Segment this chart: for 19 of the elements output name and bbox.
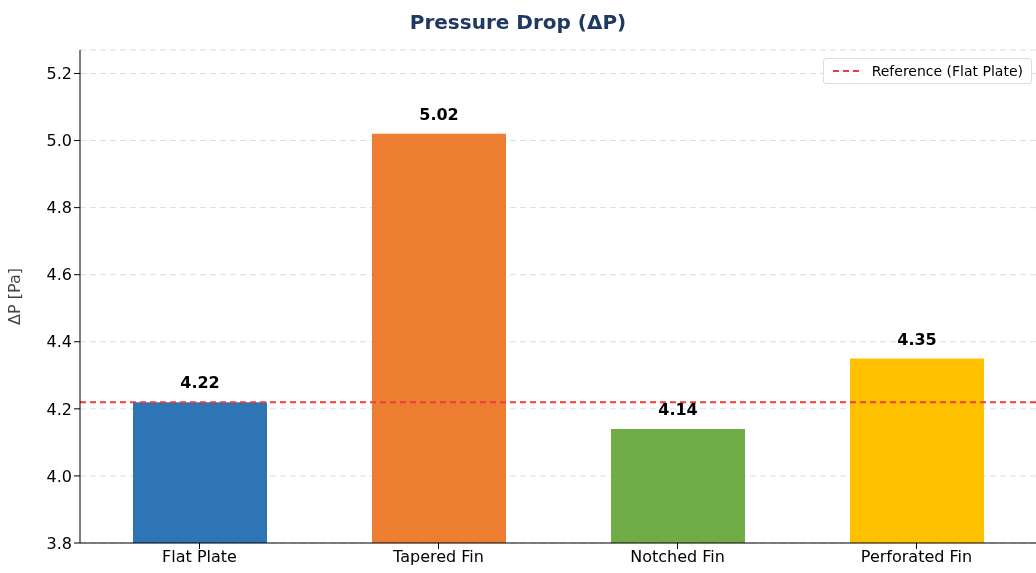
y-tick-label: 3.8: [46, 533, 72, 553]
y-tick-label: 4.2: [46, 399, 72, 419]
x-tick-label: Perforated Fin: [860, 547, 973, 567]
y-tick-label: 4.0: [46, 466, 72, 486]
y-tick-label: 5.2: [46, 64, 72, 84]
data-label: 5.02: [419, 104, 459, 124]
legend-label: Reference (Flat Plate): [871, 63, 1023, 79]
y-axis-title: ΔP [Pa]: [4, 268, 24, 325]
data-label: 4.35: [897, 329, 937, 349]
data-label: 4.22: [180, 373, 220, 393]
x-tick-label: Flat Plate: [162, 547, 237, 567]
y-tick-label: 5.0: [46, 131, 72, 151]
x-tick-label: Notched Fin: [630, 547, 725, 567]
chart-title: Pressure Drop (ΔP): [408, 10, 628, 34]
y-tick-label: 4.4: [46, 332, 72, 352]
y-tick-label: 4.8: [46, 198, 72, 218]
data-label: 4.14: [658, 399, 698, 419]
y-tick-label: 4.6: [46, 265, 72, 285]
x-tick-label: Tapered Fin: [392, 547, 484, 567]
